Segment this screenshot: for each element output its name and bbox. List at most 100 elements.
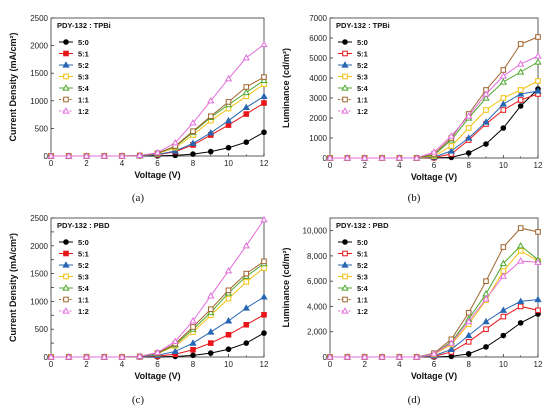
x-tick-label: 0 <box>49 159 54 168</box>
data-point <box>395 154 403 161</box>
data-point <box>534 58 542 65</box>
data-point <box>500 67 507 73</box>
data-point <box>378 353 386 360</box>
x-tick-label: 4 <box>397 161 402 170</box>
legend-label: 5:0 <box>357 238 368 247</box>
data-point <box>343 353 351 360</box>
legend-label: 5:0 <box>357 38 368 47</box>
data-point <box>242 88 250 96</box>
data-point <box>171 337 179 345</box>
x-tick-label: 10 <box>224 159 233 168</box>
data-point <box>465 351 472 357</box>
x-tick-label: 12 <box>260 159 269 168</box>
y-tick-label: 1500 <box>30 69 48 78</box>
x-tick-label: 8 <box>466 161 471 170</box>
data-point <box>517 320 524 326</box>
y-axis-label: Current Density (mA/cm²) <box>8 32 18 141</box>
data-point <box>82 152 91 159</box>
data-point <box>225 295 232 302</box>
data-point <box>207 350 214 356</box>
legend-marker <box>341 284 349 291</box>
x-axis-label: Voltage (V) <box>411 172 457 182</box>
legend-label: 5:4 <box>78 284 90 293</box>
data-point <box>207 148 214 155</box>
y-tick-label: 0 <box>323 154 328 163</box>
x-tick-label: 10 <box>499 161 508 170</box>
data-point <box>430 148 438 155</box>
data-point <box>447 345 455 353</box>
data-point <box>118 152 126 159</box>
data-point <box>517 97 524 103</box>
x-tick-label: 6 <box>432 161 437 170</box>
data-point <box>260 215 268 223</box>
series-1-2 <box>47 40 268 159</box>
legend-marker <box>63 273 69 280</box>
data-point <box>207 328 215 335</box>
chart-title: PDY-132 : TPBi <box>336 21 390 30</box>
data-point <box>189 119 197 126</box>
data-point <box>224 267 233 274</box>
data-point <box>534 52 542 59</box>
legend-label: 1:1 <box>357 96 368 105</box>
legend-marker <box>341 307 349 314</box>
legend-marker <box>62 84 70 91</box>
data-point <box>517 90 525 97</box>
panel-caption: (b) <box>408 192 421 204</box>
data-point <box>82 353 91 360</box>
data-point <box>207 129 215 136</box>
data-point <box>517 68 525 75</box>
data-point <box>517 297 525 304</box>
y-tick-label: 6000 <box>309 34 327 43</box>
legend-label: 5:0 <box>78 38 89 47</box>
legend-marker <box>341 107 349 114</box>
data-point <box>534 258 542 265</box>
data-point <box>190 324 196 330</box>
y-tick-label: 2000 <box>309 114 327 123</box>
data-point <box>517 225 524 231</box>
x-tick-label: 12 <box>534 360 543 369</box>
x-tick-label: 12 <box>260 360 269 369</box>
chart-title: PDY-132 : PBD <box>57 221 110 230</box>
data-point <box>413 154 421 161</box>
x-tick-label: 2 <box>84 360 89 369</box>
data-point <box>500 95 507 101</box>
legend-label: 5:2 <box>78 261 89 270</box>
legend-marker <box>62 107 70 114</box>
data-point <box>261 265 267 271</box>
legend-marker <box>62 61 70 68</box>
data-point <box>261 311 267 318</box>
legend-marker <box>63 39 69 45</box>
chart-panel: 0 2 4 6 8 10 12 0 2,000 4,000 6,000 8,000 10,000 Volt… <box>281 217 543 406</box>
y-tick-label: 2500 <box>30 14 48 23</box>
chart-title: PDY-132 : TPBi <box>57 21 111 30</box>
data-point <box>243 84 250 90</box>
x-tick-label: 4 <box>120 360 125 369</box>
legend-label: 5:1 <box>357 50 368 59</box>
panel-caption: (d) <box>408 394 421 406</box>
data-point <box>343 154 351 161</box>
data-point <box>465 125 472 131</box>
legend: 5:0 5:1 5:2 5:3 5:4 1:1 1:2 <box>338 238 369 316</box>
y-axis-label: Luminance (cd/m²) <box>281 247 291 327</box>
data-point <box>500 107 507 113</box>
data-point <box>483 278 489 284</box>
data-point <box>189 339 197 346</box>
y-tick-label: 2500 <box>30 214 48 223</box>
legend-label: 1:2 <box>78 307 89 316</box>
data-point <box>243 111 250 117</box>
x-axis-label: Voltage (V) <box>411 371 457 381</box>
y-tick-label: 0 <box>44 353 49 362</box>
data-point <box>535 34 541 40</box>
legend-marker <box>342 239 348 245</box>
data-point <box>65 353 73 360</box>
data-point <box>136 151 144 159</box>
y-tick-label: 8,000 <box>307 252 328 261</box>
x-axis-label: Voltage (V) <box>134 371 180 381</box>
data-point <box>260 92 268 99</box>
legend-label: 5:1 <box>78 50 89 59</box>
data-point <box>465 150 472 156</box>
data-point <box>430 350 438 357</box>
data-point <box>499 78 507 85</box>
y-tick-label: 500 <box>35 124 49 133</box>
